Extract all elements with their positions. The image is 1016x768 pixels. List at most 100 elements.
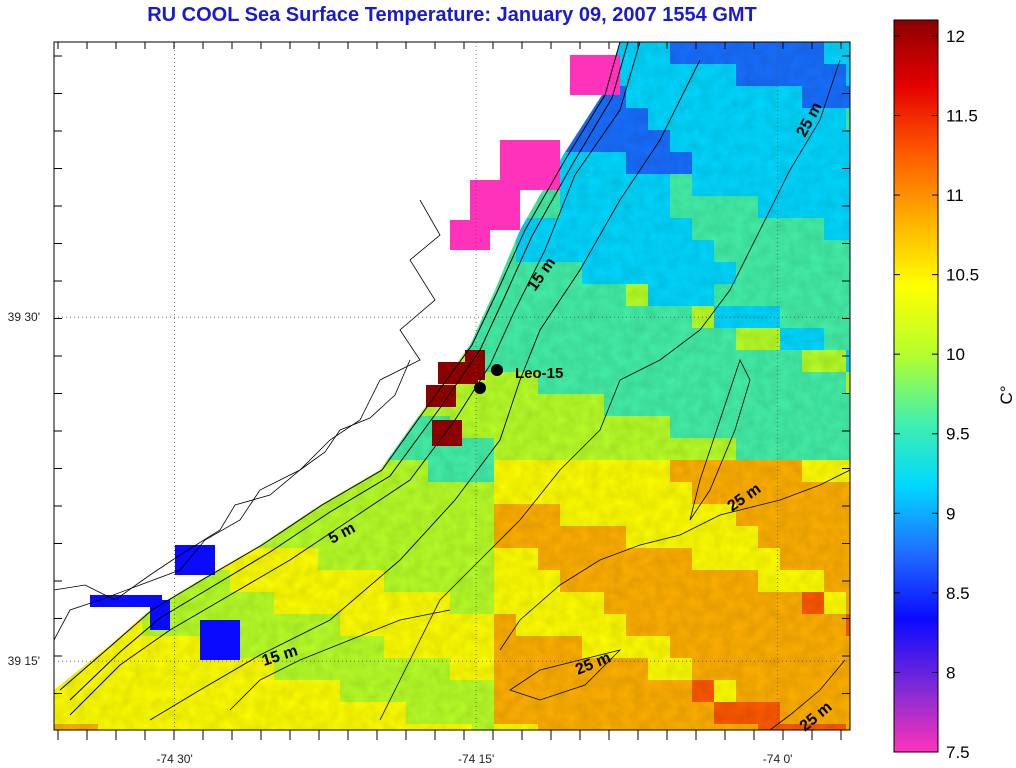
sst-cell	[736, 130, 759, 153]
sst-cell	[626, 482, 649, 505]
sst-cell	[54, 680, 77, 703]
sst-cell	[758, 240, 781, 263]
colorbar	[893, 19, 939, 753]
sst-cell	[494, 658, 517, 681]
sst-cell	[758, 680, 781, 703]
sst-cell	[692, 152, 715, 175]
sst-cell	[758, 42, 781, 65]
sst-cell	[604, 724, 627, 730]
sst-cell	[560, 262, 583, 285]
sst-cell	[538, 482, 561, 505]
sst-cell	[472, 592, 495, 615]
sst-cell	[626, 724, 649, 730]
sst-cell	[318, 570, 341, 593]
sst-cell	[736, 240, 759, 263]
sst-cell	[714, 284, 737, 307]
sst-cell	[824, 526, 847, 549]
sst-cell	[714, 702, 737, 725]
axis-ticks: -74 30' -74 15' -74 0' 39 30' 39 15'	[8, 42, 850, 766]
sst-cell	[648, 218, 671, 241]
isobath-contour	[689, 358, 751, 521]
sst-cell	[824, 350, 847, 373]
sst-cell	[692, 108, 715, 131]
sst-cell	[626, 680, 649, 703]
sst-cell	[780, 350, 803, 373]
sst-cell	[362, 614, 385, 637]
sst-cell	[626, 504, 649, 527]
sst-cell	[736, 570, 759, 593]
sst-cell	[626, 130, 649, 153]
sst-cell	[692, 416, 715, 439]
sst-cell	[692, 636, 715, 659]
sst-cell	[802, 460, 825, 483]
sst-cell	[494, 482, 517, 505]
sst-cell	[780, 306, 803, 329]
sst-cell	[714, 130, 737, 153]
sst-cell	[318, 680, 341, 703]
sst-cell	[802, 592, 825, 615]
sst-cell	[538, 372, 561, 395]
sst-cell	[186, 592, 209, 615]
sst-cell	[582, 658, 605, 681]
station-marker-leo15-a[interactable]	[491, 364, 503, 376]
sst-cell	[824, 416, 847, 439]
sst-cell	[846, 636, 850, 659]
plot-frame	[53, 41, 851, 731]
sst-cell	[582, 372, 605, 395]
sst-cell	[714, 460, 737, 483]
sst-cell	[604, 460, 627, 483]
sst-cell	[362, 482, 385, 505]
station-marker-leo15-b[interactable]	[474, 382, 486, 394]
sst-cell	[824, 284, 847, 307]
sst-cell	[604, 526, 627, 549]
sst-cell	[230, 680, 253, 703]
sst-cell	[824, 174, 847, 197]
sst-cell	[538, 702, 561, 725]
sst-cell	[582, 306, 605, 329]
sst-cell	[714, 152, 737, 175]
sst-cell	[736, 174, 759, 197]
sst-cell	[296, 570, 319, 593]
sst-cell	[780, 570, 803, 593]
sst-cell	[802, 152, 825, 175]
sst-cell	[472, 658, 495, 681]
sst-cell	[670, 196, 693, 219]
sst-cell	[758, 504, 781, 527]
sst-cell	[692, 680, 715, 703]
sst-cell	[692, 64, 715, 87]
sst-cell	[714, 636, 737, 659]
sst-cell	[714, 350, 737, 373]
sst-cell	[560, 482, 583, 505]
nearshore-sst-cell	[465, 350, 485, 380]
sst-cell	[780, 262, 803, 285]
sst-cell	[758, 702, 781, 725]
sst-cell	[406, 460, 429, 483]
sst-cell	[604, 416, 627, 439]
sst-cell	[230, 702, 253, 725]
sst-cell	[736, 482, 759, 505]
sst-cell	[164, 702, 187, 725]
sst-cell	[846, 64, 850, 87]
sst-cell	[670, 680, 693, 703]
sst-cell	[428, 724, 451, 730]
sst-cell	[648, 394, 671, 417]
sst-cell	[516, 438, 539, 461]
sst-cell	[472, 548, 495, 571]
sst-cell	[582, 614, 605, 637]
sst-cell	[670, 548, 693, 571]
sst-cell	[406, 504, 429, 527]
sst-cell	[802, 42, 825, 65]
sst-cell	[670, 152, 693, 175]
sst-cell	[714, 548, 737, 571]
sst-cell	[538, 658, 561, 681]
sst-cell	[626, 152, 649, 175]
sst-cell	[450, 570, 473, 593]
sst-cell	[428, 460, 451, 483]
sst-cell	[472, 570, 495, 593]
sst-cell	[406, 526, 429, 549]
sst-cell	[714, 482, 737, 505]
sst-cell	[318, 636, 341, 659]
sst-cell	[384, 460, 407, 483]
sst-cell	[714, 680, 737, 703]
